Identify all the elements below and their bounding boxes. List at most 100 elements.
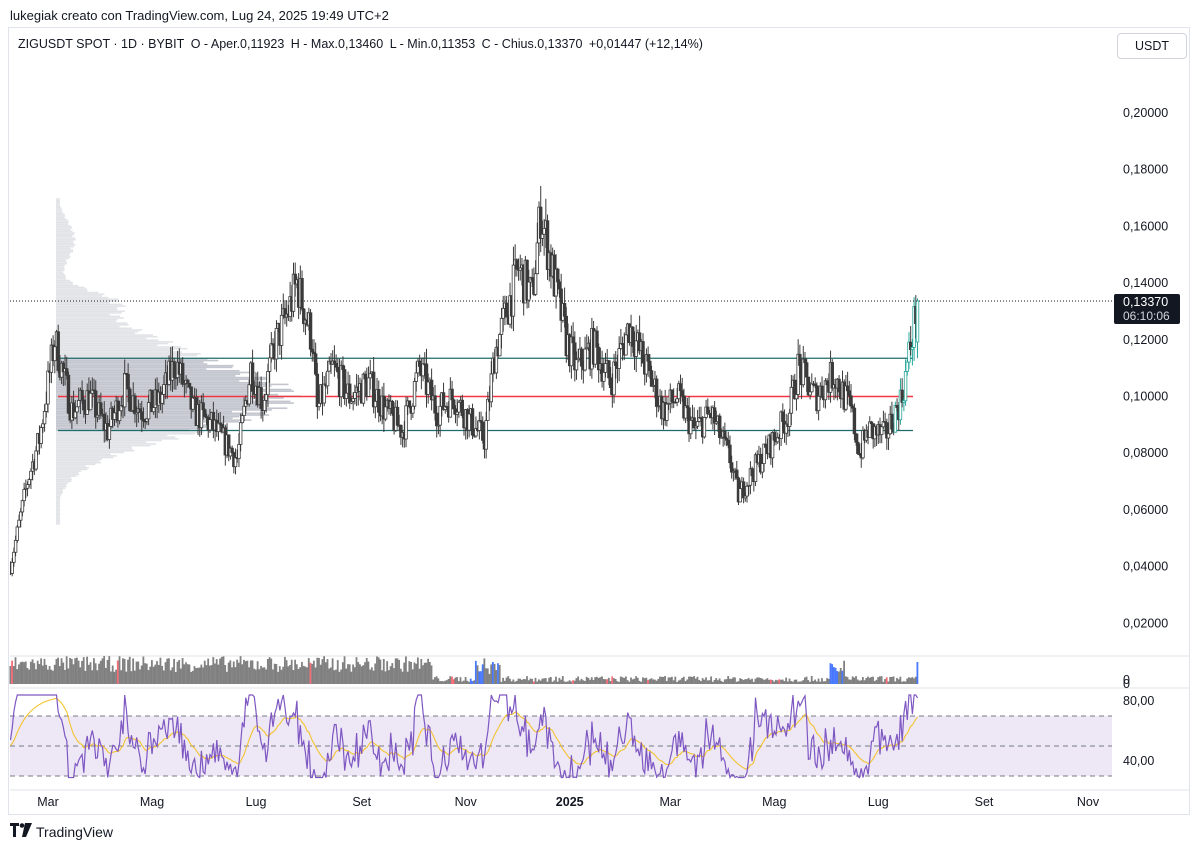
candle-body [762,443,766,464]
volume-bar [164,662,167,684]
candle-body [781,411,785,422]
volume-profile-bar [56,330,139,333]
volume-profile-bar [56,487,66,489]
volume-bar [531,678,533,684]
candle-body [12,551,16,563]
rsi-line [9,693,919,780]
volume-bar [800,681,803,684]
volume-bar [72,664,75,684]
candle-body [489,373,493,403]
volume-bar [850,679,852,684]
volume-bars [9,656,919,684]
volume-profile-bar [56,274,66,277]
volume-bar [181,658,184,684]
volume-bar [655,680,658,684]
volume-bar [340,669,343,684]
candle-body [363,373,367,380]
volume-bar [236,659,239,684]
candle-body [262,399,267,411]
candle-body [608,377,613,388]
volume-bar [819,681,822,684]
volume-bar [803,677,806,684]
volume-bar [133,670,136,684]
volume-bar [665,681,668,684]
candle-body [612,361,616,396]
candle-body [29,470,33,480]
volume-bar [549,677,552,684]
candle-body [457,401,461,413]
volume-bar [260,665,262,684]
volume-bar [810,676,813,684]
candle-body [854,433,858,443]
volume-bar [205,665,208,684]
candle-body [238,422,243,445]
volume-profile-bar [56,512,60,515]
volume-bar [609,680,612,684]
candle-body [230,447,234,453]
candle-body [351,398,355,402]
candle-body [152,407,156,413]
volume-bar [282,666,285,684]
volume-bar [907,677,910,684]
volume-bar [459,677,462,684]
volume-bar [827,678,830,684]
candle-body [540,233,545,239]
volume-bar [858,680,861,684]
volume-profile-bar [56,470,82,472]
candle-body [837,378,841,393]
volume-bar [197,667,199,684]
volume-bar [897,679,900,684]
candle-body [162,384,166,395]
candle-body [470,408,475,436]
volume-bar [614,678,617,684]
volume-bar [500,681,503,684]
volume-bar [328,668,331,684]
volume-bar [510,681,513,684]
volume-bar [672,680,675,684]
symbol-label[interactable]: ZIGUSDT SPOT · 1D · BYBIT [18,37,185,51]
candle-body [787,412,792,427]
candle-body [411,405,415,414]
volume-bar [754,678,757,684]
candle-body [798,353,802,366]
volume-profile-bar [56,325,120,328]
volume-bar [635,676,637,684]
volume-profile-bar [56,509,60,512]
volume-bar [352,664,354,684]
volume-profile-bar [56,468,88,471]
volume-profile-bar [56,327,133,330]
candle-body [180,362,185,385]
candle-body [73,411,77,419]
candle-body [140,411,144,420]
volume-profile-bar [56,400,291,403]
volume-bar [330,667,332,684]
volume-profile-bar [56,485,67,488]
volume-bar [14,657,17,684]
currency-unit-button[interactable]: USDT [1117,33,1187,59]
volume-bar [127,659,129,684]
volume-bar [425,662,428,684]
candle-body [259,387,263,409]
candle-body [738,488,742,503]
volume-bar [855,676,857,684]
volume-bar [529,678,532,684]
volume-bar [301,661,303,684]
volume-bar [814,679,817,684]
volume-bar [19,662,22,684]
volume-bar [140,665,143,684]
volume-bar [512,679,515,684]
volume-bar [268,657,271,684]
y-tick-label: 0,18000 [1123,163,1168,177]
volume-bar [565,681,568,684]
volume-profile-bar [56,288,88,290]
volume-profile-bar [56,324,129,326]
volume-bar [684,681,687,684]
volume-bar [447,678,450,684]
volume-bar [289,665,291,684]
volume-profile-bar [56,199,60,202]
volume-bar [120,670,123,684]
volume-bar [474,660,477,684]
volume-bar [498,664,501,684]
candle-body [112,412,117,420]
